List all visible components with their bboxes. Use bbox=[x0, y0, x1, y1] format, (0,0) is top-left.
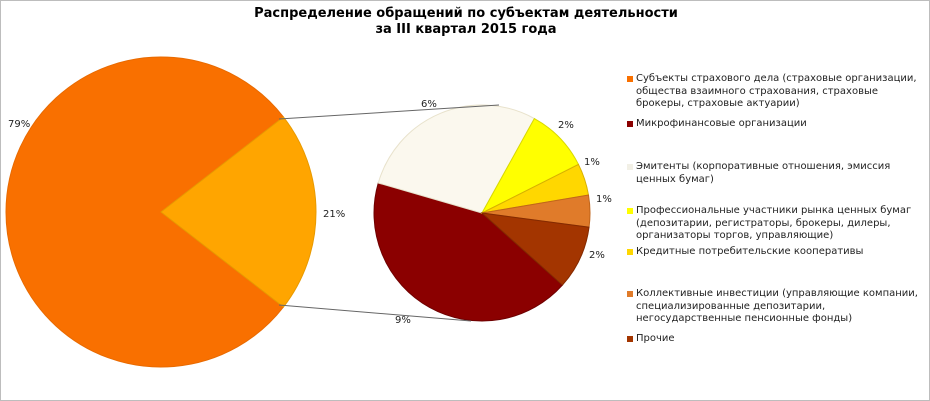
main-slice-insurance bbox=[5, 56, 285, 368]
data-label-other-group: 21% bbox=[323, 209, 345, 220]
legend-label: Кредитные потребительские кооперативы bbox=[636, 246, 864, 257]
legend-item: Коллективные инвестиции (управляющие ком… bbox=[627, 288, 927, 326]
legend-item: Прочие bbox=[627, 333, 675, 346]
data-label-prof-participants: 2% bbox=[558, 120, 574, 131]
main-slice-other-group bbox=[160, 116, 317, 308]
legend-item: Кредитные потребительские кооперативы bbox=[627, 246, 863, 259]
data-label-insurance: 79% bbox=[8, 119, 30, 130]
legend-label: Прочие bbox=[636, 333, 675, 344]
legend-swatch bbox=[627, 291, 633, 297]
legend-swatch bbox=[627, 249, 633, 255]
data-label-other: 2% bbox=[589, 250, 605, 261]
legend-label: Коллективные инвестиции (управляющие ком… bbox=[636, 288, 918, 324]
data-label-credit-coops: 1% bbox=[584, 157, 600, 168]
legend-swatch bbox=[627, 164, 633, 170]
connector-line-bottom bbox=[278, 304, 472, 322]
connector-line-top bbox=[278, 104, 500, 120]
legend-item: Субъекты страхового дела (страховые орга… bbox=[627, 73, 927, 111]
secondary-slice-mfo bbox=[373, 182, 564, 322]
legend-item: Профессиональные участники рынка ценных … bbox=[627, 205, 927, 243]
data-label-collective-invest: 1% bbox=[596, 194, 612, 205]
title-line-2: за III квартал 2015 года bbox=[375, 22, 557, 37]
legend-swatch bbox=[627, 121, 633, 127]
legend-item: Микрофинансовые организации bbox=[627, 118, 807, 131]
legend-swatch bbox=[627, 336, 633, 342]
legend-swatch bbox=[627, 76, 633, 82]
secondary-slice-other bbox=[480, 212, 590, 286]
data-label-emitents: 6% bbox=[421, 99, 437, 110]
title-line-1: Распределение обращений по субъектам дея… bbox=[254, 6, 678, 21]
secondary-slice-emitents bbox=[377, 104, 536, 214]
data-label-mfo: 9% bbox=[395, 315, 411, 326]
legend-label: Микрофинансовые организации bbox=[636, 118, 807, 129]
chart-title: Распределение обращений по субъектам дея… bbox=[1, 6, 929, 38]
legend-item: Эмитенты (корпоративные отношения, эмисс… bbox=[627, 161, 927, 186]
legend-label: Эмитенты (корпоративные отношения, эмисс… bbox=[636, 161, 891, 185]
legend-label: Профессиональные участники рынка ценных … bbox=[636, 205, 912, 241]
legend-label: Субъекты страхового дела (страховые орга… bbox=[636, 73, 917, 109]
legend-swatch bbox=[627, 208, 633, 214]
